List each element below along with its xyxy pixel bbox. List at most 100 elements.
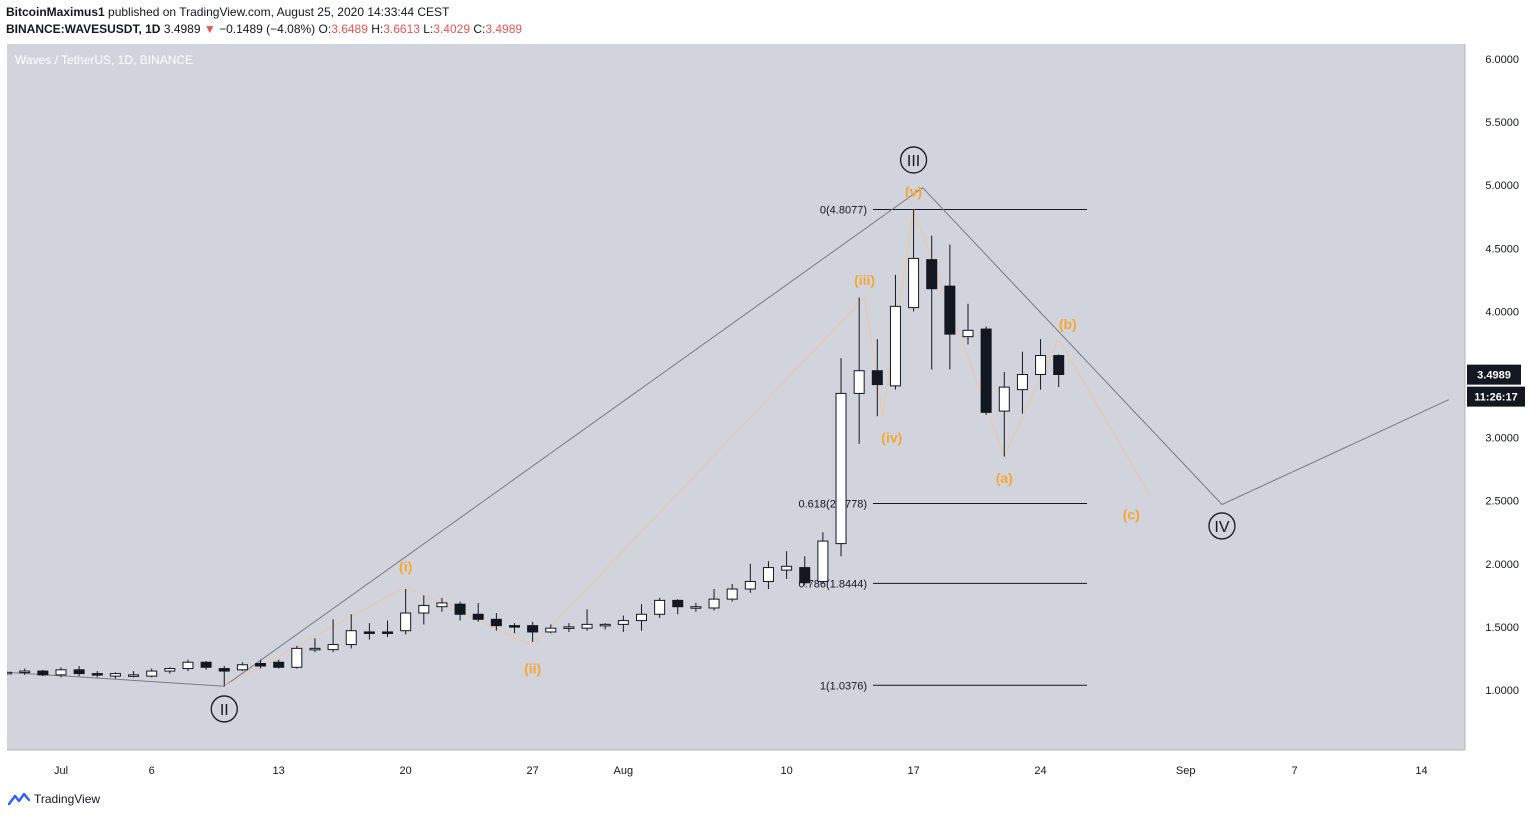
candle-body	[345, 630, 357, 646]
candle-body	[19, 670, 31, 674]
footer-brand[interactable]: TradingView	[34, 792, 101, 806]
candle	[980, 326, 992, 415]
candle	[37, 669, 49, 677]
candle	[908, 209, 920, 312]
wave-circle-label: IV	[1208, 512, 1236, 540]
wave-circle-label: III	[899, 146, 928, 174]
publisher-name[interactable]: BitcoinMaximus1	[6, 5, 105, 19]
x-tick-label: 7	[1291, 765, 1297, 777]
candle-body	[472, 613, 484, 620]
candle-body	[55, 669, 67, 676]
wave-label: (a)	[996, 470, 1013, 486]
candle-body	[436, 602, 448, 608]
fib-level-label: 0.618(2.4778)	[799, 499, 868, 511]
open-label: O:	[318, 22, 332, 36]
candle	[889, 274, 901, 390]
candle	[291, 645, 303, 669]
candle	[726, 583, 738, 602]
y-tick-label: 2.0000	[1485, 559, 1519, 571]
candle-body	[563, 626, 575, 629]
candle	[1016, 351, 1028, 414]
candle	[835, 358, 847, 557]
candle	[871, 339, 883, 417]
y-tick-label: 5.5000	[1485, 117, 1519, 129]
candle-body	[200, 661, 212, 668]
candle	[327, 619, 339, 653]
wave-circle-text: III	[907, 153, 920, 170]
candle	[799, 556, 811, 586]
candle	[617, 615, 629, 632]
candle-body	[255, 662, 267, 667]
low-label: L:	[423, 22, 434, 36]
candle-body	[164, 668, 176, 672]
chart-area[interactable]: Waves / TetherUS, 1D, BINANCE 6.0000 5.500…	[1, 44, 1529, 782]
candle	[400, 589, 412, 635]
wave-circle-text: II	[220, 702, 229, 719]
candlestick-chart[interactable]: Waves / TetherUS, 1D, BINANCE 6.0000 5.500…	[1, 44, 1529, 782]
last-price-badge	[1467, 364, 1521, 385]
candle-body	[490, 618, 502, 627]
x-tick-label: 17	[907, 765, 919, 777]
candle	[55, 667, 67, 678]
down-arrow-icon: ▼	[203, 22, 216, 36]
chart-title: Waves / TetherUS, 1D, BINANCE	[15, 53, 193, 67]
candle-body	[291, 647, 303, 668]
candle-body	[980, 328, 992, 413]
candle-body	[454, 603, 466, 615]
x-tick-label: 24	[1034, 765, 1046, 777]
candle-body	[654, 599, 666, 615]
candle	[91, 671, 103, 678]
candle-body	[908, 257, 920, 309]
candle	[146, 668, 158, 678]
x-tick-label: 14	[1415, 765, 1427, 777]
candle-body	[744, 580, 756, 590]
candle	[73, 666, 85, 677]
candle	[944, 244, 956, 370]
candle-body	[581, 623, 593, 629]
candle-body	[853, 370, 865, 394]
wave-label: (v)	[905, 184, 922, 200]
close-value: 3.4989	[485, 22, 523, 36]
candle	[128, 671, 140, 678]
candle-body	[418, 604, 430, 614]
candle	[708, 589, 720, 611]
candle-body	[617, 620, 629, 625]
candle	[164, 667, 176, 674]
candle	[273, 659, 285, 669]
x-tick-label: 20	[400, 765, 412, 777]
candle-body	[236, 664, 248, 671]
candle	[345, 614, 357, 649]
candle-body	[635, 613, 647, 622]
candle-body	[1016, 374, 1028, 391]
wave-circle	[899, 146, 928, 174]
candle-body	[762, 567, 774, 582]
candle	[363, 623, 375, 640]
candle-body	[799, 567, 811, 584]
y-tick-label: 3.0000	[1485, 433, 1519, 445]
candle	[690, 602, 702, 612]
candle	[635, 604, 647, 631]
y-tick-label: 5.0000	[1485, 180, 1519, 192]
footer: TradingView	[8, 792, 100, 806]
candle-body	[672, 599, 684, 608]
candle	[200, 660, 212, 670]
candle	[654, 597, 666, 619]
candle	[109, 672, 121, 679]
candle	[744, 563, 756, 593]
tradingview-logo-icon[interactable]	[8, 792, 30, 806]
candle	[1035, 339, 1047, 390]
candle	[236, 662, 248, 672]
candle	[382, 620, 394, 637]
candle-body	[37, 670, 49, 676]
publish-line: BitcoinMaximus1 published on TradingView…	[6, 5, 449, 19]
candle-body	[509, 625, 520, 628]
candle-body	[400, 612, 412, 632]
close-label: C:	[473, 22, 486, 36]
x-tick-label: Jul	[54, 765, 68, 777]
y-tick-label: 6.0000	[1485, 54, 1519, 66]
candle-body	[182, 661, 194, 670]
x-tick-label: 6	[149, 765, 155, 777]
candle-body	[545, 627, 557, 633]
candle	[472, 602, 484, 622]
candle-body	[109, 673, 121, 677]
